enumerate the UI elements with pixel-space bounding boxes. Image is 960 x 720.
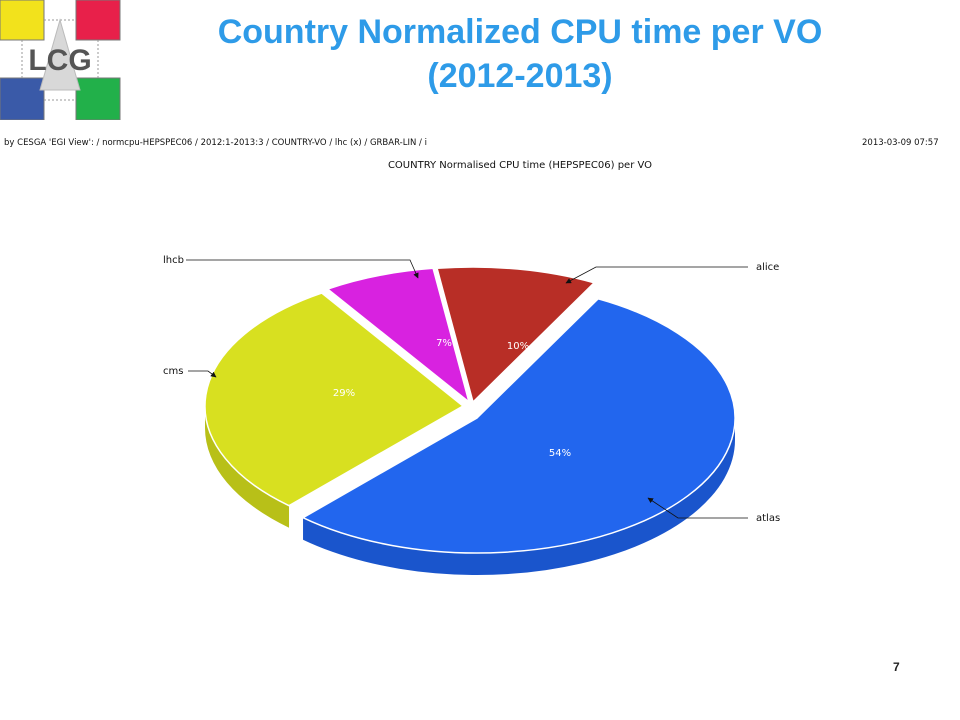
pie-slice-alice — [436, 266, 596, 404]
pie-value-label-lhcb: 7% — [436, 338, 452, 349]
chart-title: COUNTRY Normalised CPU time (HEPSPEC06) … — [387, 160, 653, 171]
pie-side-atlas — [303, 418, 735, 575]
pie-legend-label-lhcb: lhcb — [163, 255, 184, 266]
leader-line-cms — [188, 370, 217, 378]
pie-value-label-cms: 29% — [333, 388, 355, 399]
pie-legend-label-atlas: atlas — [756, 513, 780, 524]
pie-legend-label-alice: alice — [756, 262, 779, 273]
pie-slice-atlas — [301, 297, 736, 554]
pie-value-label-alice: 10% — [507, 341, 529, 352]
page-number: 7 — [893, 660, 900, 674]
logo-square-blue — [0, 77, 45, 120]
pie-slice-lhcb — [326, 267, 471, 405]
leader-line-lhcb — [186, 259, 419, 279]
logo-text: LCG — [28, 44, 91, 77]
chart-source-text: by CESGA 'EGI View': / normcpu-HEPSPEC06… — [4, 138, 427, 148]
lcg-logo: LCG — [0, 0, 122, 120]
slide-title-line1: Country Normalized CPU time per VO — [217, 13, 823, 51]
logo-square-yellow — [0, 0, 45, 41]
pie-value-label-atlas: 54% — [549, 448, 571, 459]
leader-line-alice — [565, 266, 748, 284]
chart-timestamp: 2013-03-09 07:57 — [862, 138, 939, 148]
slide-title: Country Normalized CPU time per VO (2012… — [130, 10, 910, 98]
logo-square-red — [75, 0, 121, 41]
leader-line-atlas — [647, 497, 748, 519]
slide-title-line2: (2012-2013) — [427, 57, 613, 95]
pie-slice-cms — [204, 292, 465, 507]
pie-legend-label-cms: cms — [163, 366, 183, 377]
pie-side-cms — [205, 406, 290, 528]
